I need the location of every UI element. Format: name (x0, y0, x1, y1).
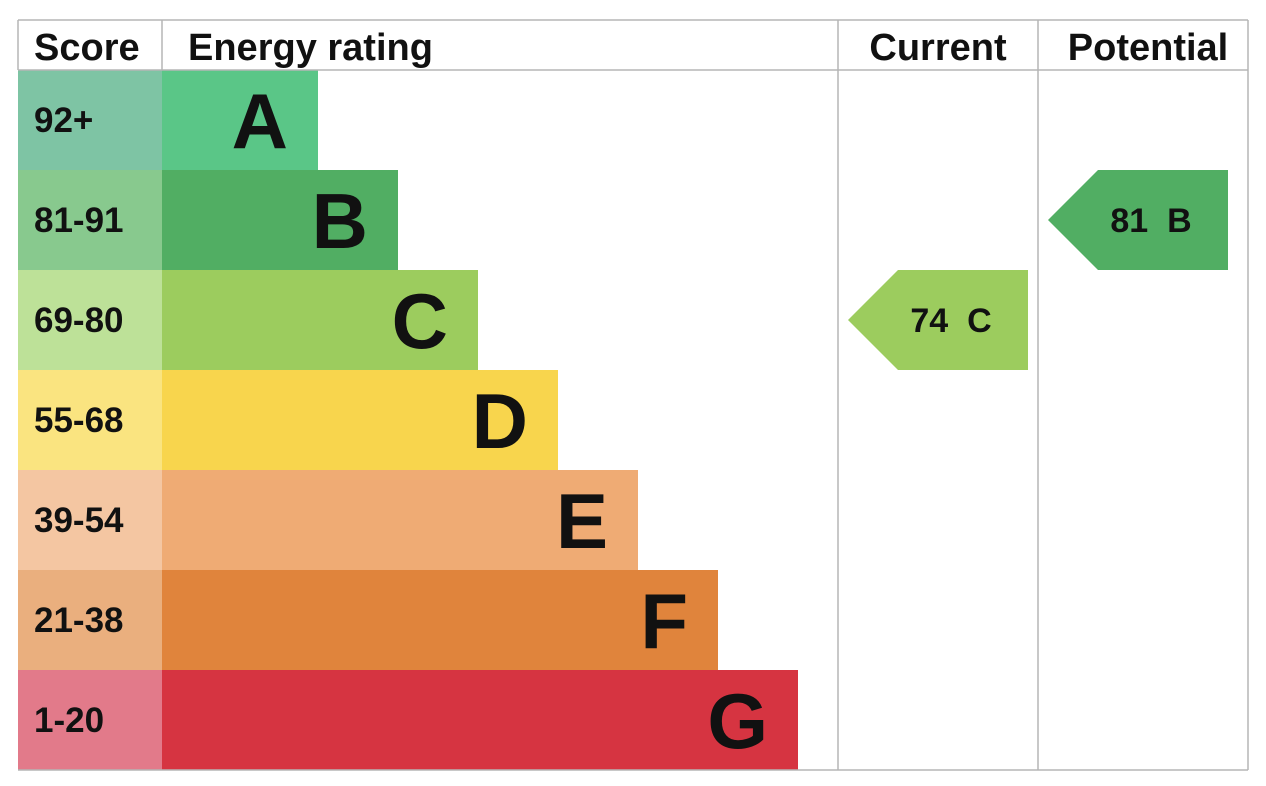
band-bar-c (162, 270, 478, 370)
score-cell-f (18, 570, 162, 670)
energy-rating-header: Energy rating (188, 27, 433, 69)
potential-rating-value: 81 B (1110, 202, 1191, 240)
current-rating-arrow (848, 270, 1028, 370)
current-rating-value: 74 C (910, 302, 991, 340)
score-label-f: 21-38 (34, 601, 124, 640)
score-cell-g (18, 670, 162, 770)
current-header: Current (869, 27, 1007, 69)
band-letter-e: E (556, 477, 608, 565)
score-cell-a (18, 70, 162, 170)
band-letter-b: B (312, 177, 368, 265)
score-cell-b (18, 170, 162, 270)
potential-header: Potential (1068, 27, 1228, 69)
score-label-d: 55-68 (34, 401, 124, 440)
band-letter-a: A (232, 77, 288, 165)
score-label-g: 1-20 (34, 701, 104, 740)
band-letter-f: F (640, 577, 688, 665)
score-label-c: 69-80 (34, 301, 124, 340)
score-cell-c (18, 270, 162, 370)
rating-bands: 92+ A 81-91 B 69-80 C 55-68 D 39-54 E 21-38 F 1-20 G (18, 70, 798, 770)
band-bar-a (162, 70, 318, 170)
table-grid (17, 19, 1249, 771)
score-label-e: 39-54 (34, 501, 124, 540)
score-label-b: 81-91 (34, 201, 124, 240)
potential-rating-arrow (1048, 170, 1228, 270)
score-cell-e (18, 470, 162, 570)
band-bar-d (162, 370, 558, 470)
band-letter-d: D (472, 377, 528, 465)
band-letter-c: C (392, 277, 448, 365)
band-bar-b (162, 170, 398, 270)
score-header: Score (34, 27, 140, 69)
band-bar-g (162, 670, 798, 770)
band-bar-e (162, 470, 638, 570)
band-letter-g: G (707, 677, 768, 765)
score-label-a: 92+ (34, 101, 93, 140)
score-cell-d (18, 370, 162, 470)
rating-arrows: 74 C 81 B (848, 170, 1228, 370)
band-bar-f (162, 570, 718, 670)
